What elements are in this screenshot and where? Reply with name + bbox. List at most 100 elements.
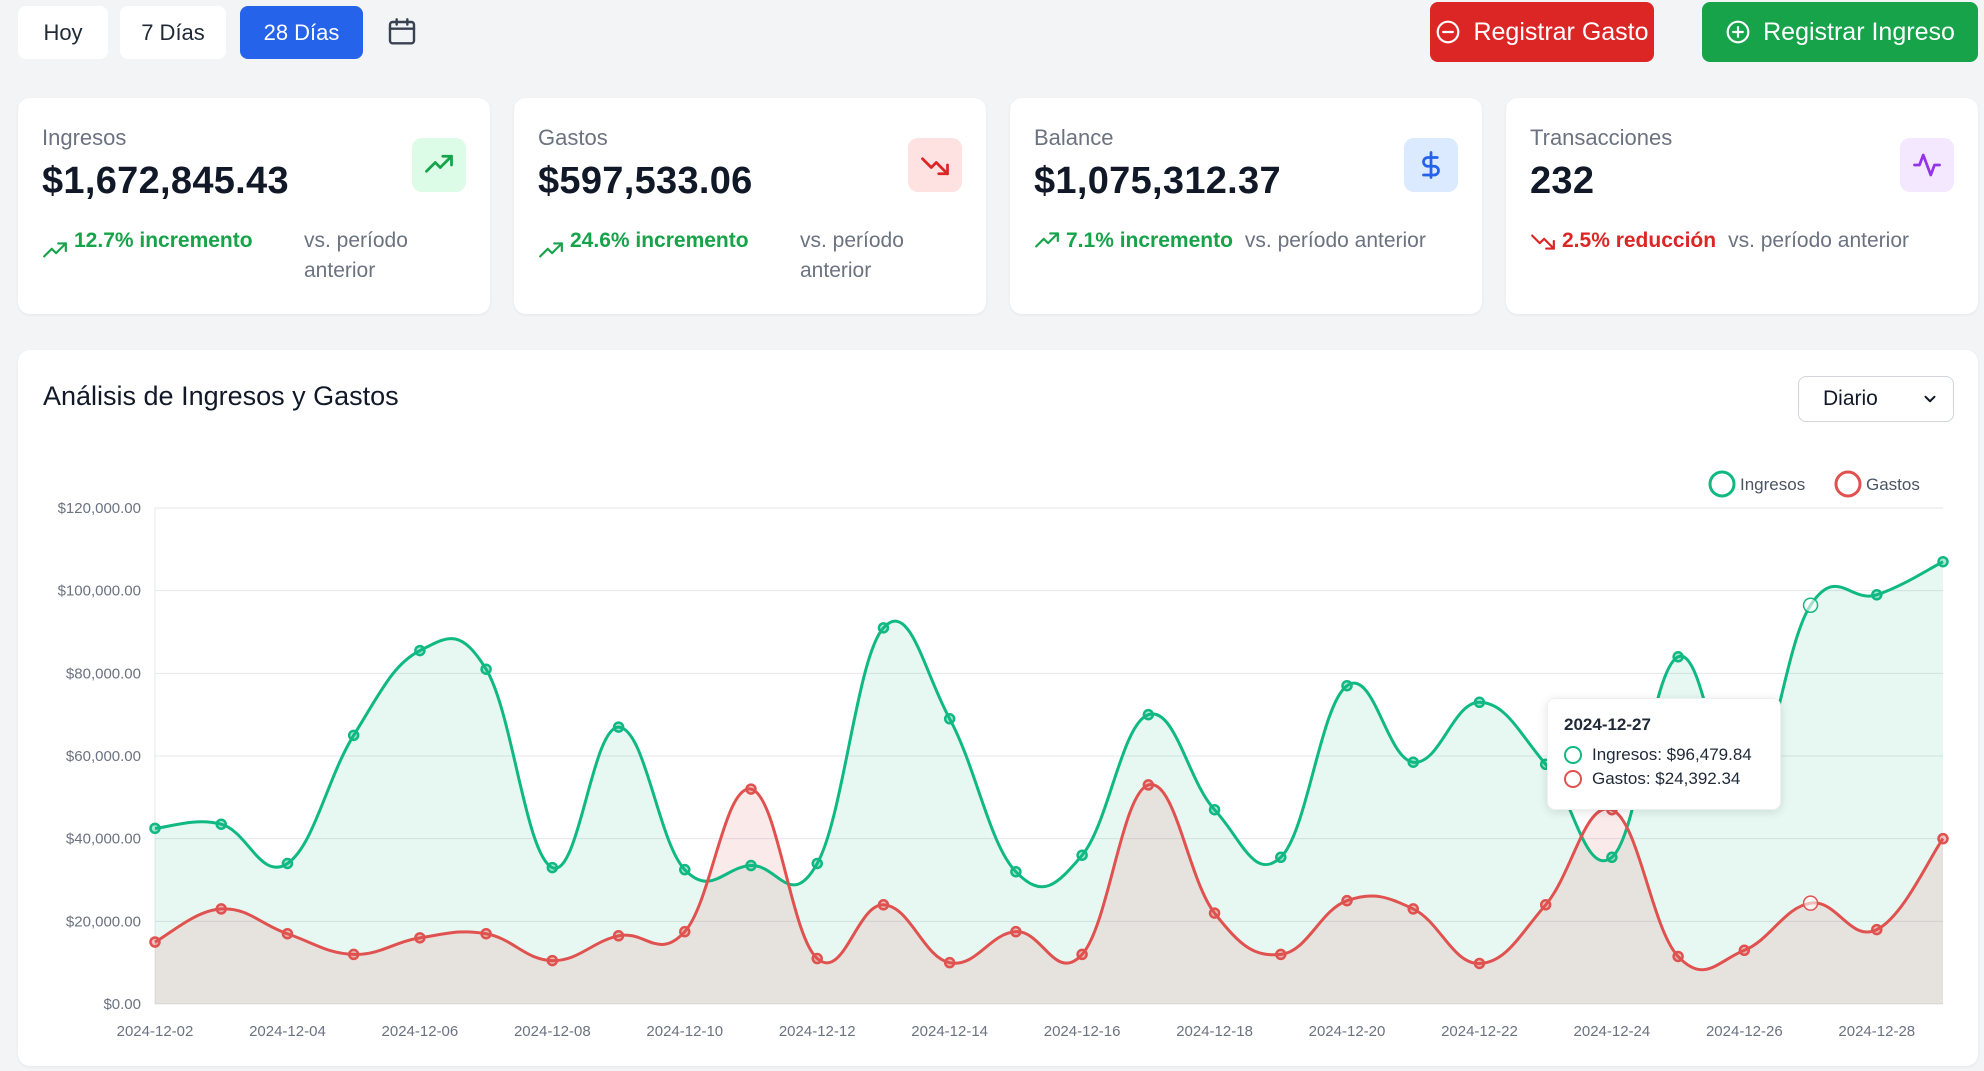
expense-point[interactable] <box>679 925 691 938</box>
income-point[interactable] <box>414 644 426 657</box>
income-point[interactable] <box>877 622 890 634</box>
expense-point[interactable] <box>546 954 559 967</box>
x-tick-label: 2024-12-24 <box>1574 1023 1651 1040</box>
expense-card: Gastos $597,533.06 24.6% incremento vs. … <box>514 98 986 314</box>
income-point[interactable] <box>745 859 757 872</box>
income-point[interactable] <box>1473 696 1486 709</box>
dollar-icon <box>1404 138 1458 192</box>
income-area <box>155 561 1943 1004</box>
card-label: Gastos <box>538 125 608 150</box>
income-point[interactable] <box>612 721 625 733</box>
income-card: Ingresos $1,672,845.43 12.7% incremento … <box>18 98 490 314</box>
x-tick-label: 2024-12-28 <box>1838 1023 1915 1040</box>
card-value: $1,075,312.37 <box>1034 160 1281 202</box>
activity-icon <box>1900 138 1954 192</box>
period-7-days-button[interactable]: 7 Días <box>120 6 226 59</box>
expense-point[interactable] <box>943 956 956 969</box>
tooltip-expense-row: Gastos: $24,392.34 <box>1564 769 1764 789</box>
chart-panel: Análisis de Ingresos y Gastos Diario <box>18 350 1978 1066</box>
trend-indicator: 2.5% reducción vs. período anterior <box>1530 226 1909 256</box>
x-tick-label: 2024-12-10 <box>646 1023 723 1040</box>
income-point[interactable] <box>546 861 559 874</box>
expense-point[interactable] <box>612 930 625 942</box>
card-label: Transacciones <box>1530 125 1673 150</box>
x-tick-label: 2024-12-04 <box>249 1023 326 1040</box>
trend-up-icon <box>539 242 563 258</box>
expense-point[interactable] <box>1208 907 1221 919</box>
trend-up-icon <box>43 242 67 258</box>
expense-point[interactable] <box>1937 832 1949 845</box>
expense-point[interactable] <box>480 927 492 940</box>
expense-point[interactable] <box>745 783 757 795</box>
period-today-button[interactable]: Hoy <box>18 6 108 59</box>
register-income-button[interactable]: Registrar Ingreso <box>1702 2 1978 62</box>
trending-down-icon <box>908 138 962 192</box>
expense-point[interactable] <box>414 932 426 944</box>
expense-point[interactable] <box>1076 948 1088 961</box>
income-point[interactable] <box>347 729 360 742</box>
income-point[interactable] <box>679 863 691 876</box>
x-tick-label: 2024-12-12 <box>779 1023 856 1040</box>
register-expense-button[interactable]: Registrar Gasto <box>1430 2 1654 62</box>
trend-text: 24.6% incremento <box>570 229 749 252</box>
expense-point[interactable] <box>1738 944 1751 957</box>
y-tick-label: $120,000.00 <box>58 500 141 517</box>
expense-point[interactable] <box>1473 957 1486 970</box>
income-point[interactable] <box>1606 851 1618 864</box>
trend-text: 2.5% reducción <box>1562 229 1717 252</box>
income-point[interactable] <box>811 857 823 870</box>
register-expense-label: Registrar Gasto <box>1473 17 1649 46</box>
granularity-select[interactable]: Diario <box>1798 376 1954 422</box>
legend-income[interactable]: Ingresos <box>1708 470 1805 498</box>
x-tick-label: 2024-12-16 <box>1044 1023 1121 1040</box>
legend-expense[interactable]: Gastos <box>1834 470 1920 498</box>
expense-point[interactable] <box>1539 899 1552 911</box>
income-point[interactable] <box>1407 756 1419 768</box>
expense-point[interactable] <box>281 927 294 940</box>
chart-tooltip: 2024-12-27 Ingresos: $96,479.84 Gastos: … <box>1547 698 1781 810</box>
legend-expense-swatch <box>1834 470 1862 498</box>
expense-point[interactable] <box>1871 923 1883 936</box>
calendar-icon[interactable] <box>386 16 418 48</box>
income-point[interactable] <box>149 822 161 835</box>
expense-point[interactable] <box>1672 950 1684 963</box>
income-point[interactable] <box>1341 679 1353 692</box>
income-point[interactable] <box>1937 555 1949 568</box>
trend-indicator: 12.7% incremento vs. período anterior <box>42 226 444 286</box>
income-point[interactable] <box>215 818 227 830</box>
expense-point[interactable] <box>1802 895 1819 911</box>
expense-point[interactable] <box>1142 779 1155 791</box>
trend-comparison: vs. período anterior <box>800 229 904 282</box>
x-tick-label: 2024-12-14 <box>911 1023 988 1040</box>
income-point[interactable] <box>1802 597 1819 613</box>
y-tick-label: $0.00 <box>103 996 141 1013</box>
income-point[interactable] <box>943 713 956 725</box>
income-point[interactable] <box>281 857 294 870</box>
x-tick-label: 2024-12-08 <box>514 1023 591 1040</box>
income-point[interactable] <box>1010 865 1022 878</box>
income-point[interactable] <box>1275 851 1287 864</box>
expense-point[interactable] <box>1341 894 1353 907</box>
income-point[interactable] <box>480 663 492 675</box>
expense-point[interactable] <box>347 948 360 961</box>
expense-point[interactable] <box>1407 903 1419 915</box>
expense-point[interactable] <box>1010 925 1022 938</box>
expense-point[interactable] <box>215 903 227 915</box>
income-point[interactable] <box>1871 589 1883 601</box>
expense-point[interactable] <box>877 899 890 911</box>
tooltip-income-text: Ingresos: $96,479.84 <box>1592 745 1752 764</box>
expense-point[interactable] <box>1275 948 1287 961</box>
income-point[interactable] <box>1142 708 1155 721</box>
minus-circle-icon <box>1435 19 1461 45</box>
panel-title: Análisis de Ingresos y Gastos <box>43 381 399 411</box>
income-point[interactable] <box>1076 849 1088 861</box>
expense-point[interactable] <box>149 936 161 948</box>
period-28-days-button[interactable]: 28 Días <box>240 6 363 59</box>
y-tick-label: $80,000.00 <box>66 665 141 682</box>
x-tick-label: 2024-12-06 <box>382 1023 459 1040</box>
income-point[interactable] <box>1672 651 1684 663</box>
expense-point[interactable] <box>811 952 823 965</box>
income-point[interactable] <box>1208 803 1221 816</box>
trend-comparison: vs. período anterior <box>1728 229 1909 252</box>
